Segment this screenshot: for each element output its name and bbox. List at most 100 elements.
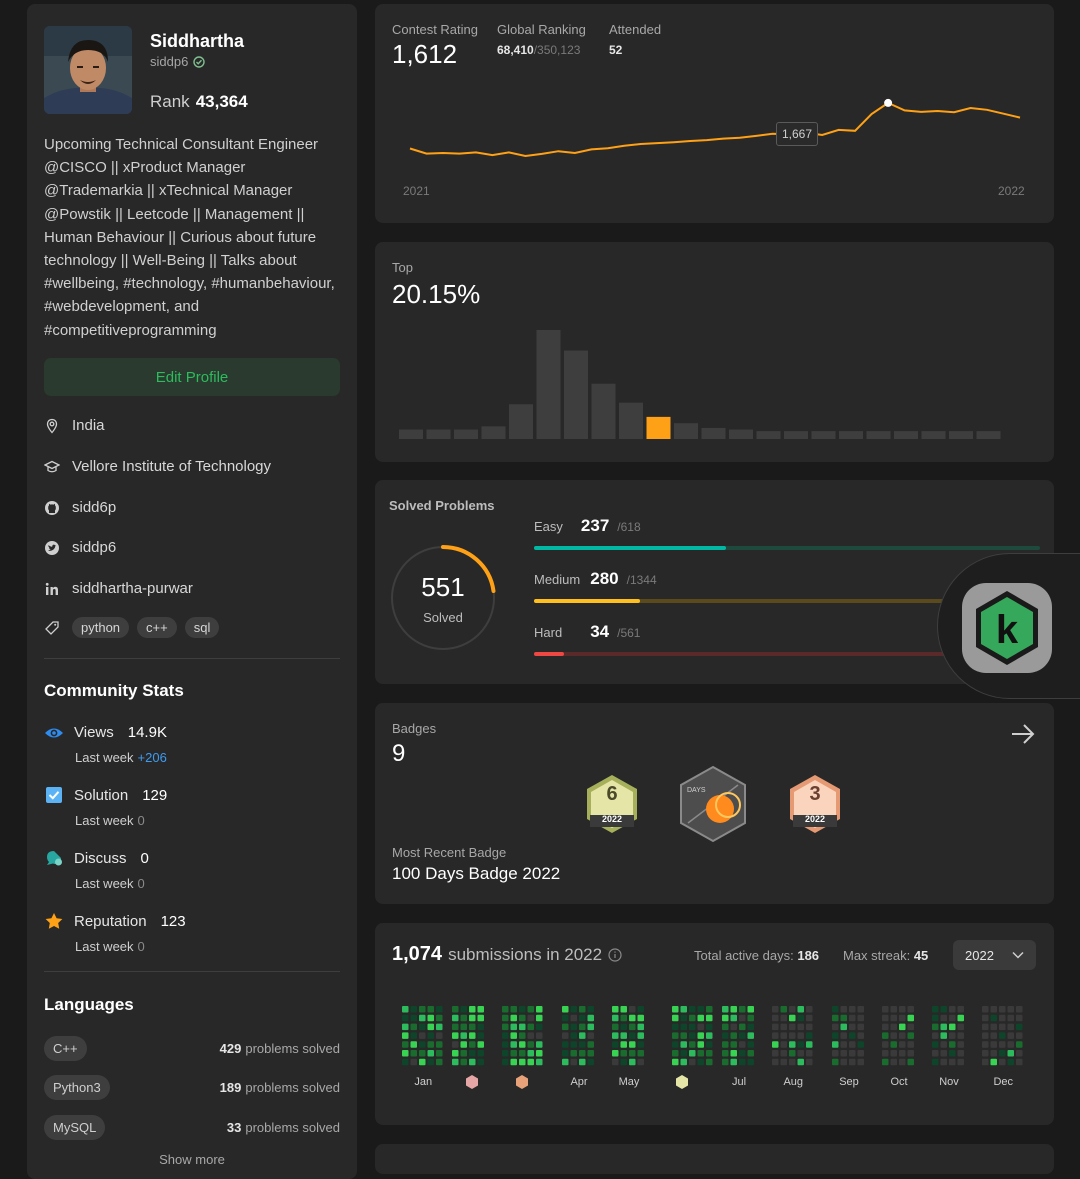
- badge-annual-6-icon[interactable]: [584, 773, 640, 835]
- heatmap-cell: [940, 1041, 947, 1048]
- heatmap-cell: [419, 1014, 426, 1022]
- rating-peak-point[interactable]: [884, 98, 893, 107]
- heatmap-cell: [1016, 1050, 1023, 1057]
- heatmap-cell: [899, 1050, 906, 1057]
- solution-value: 129: [142, 786, 168, 804]
- heatmap-cell: [772, 1006, 779, 1013]
- language-pill[interactable]: MySQL: [44, 1115, 106, 1140]
- badge-annual-3-icon[interactable]: [787, 773, 843, 835]
- star-icon: [45, 913, 63, 929]
- heatmap-cell: [680, 1006, 687, 1013]
- easy-total: /618: [617, 520, 641, 534]
- heatmap-cell: [587, 1050, 594, 1057]
- recent-badge-label: Most Recent Badge: [392, 845, 507, 860]
- heatmap-cell: [469, 1032, 476, 1039]
- heatmap-cell: [747, 1050, 754, 1057]
- heatmap-cell: [536, 1032, 543, 1039]
- heatmap-cell: [982, 1041, 989, 1048]
- k-app-icon[interactable]: k: [960, 581, 1054, 675]
- contest-rating-block: Contest Rating 1,612: [392, 22, 478, 70]
- heatmap-cell: [452, 1050, 459, 1057]
- skill-tag[interactable]: c++: [137, 617, 177, 638]
- skill-tag[interactable]: python: [72, 617, 130, 638]
- heatmap-cell: [789, 1041, 796, 1048]
- heatmap-cell: [849, 1006, 856, 1013]
- heatmap-cell: [579, 1041, 586, 1048]
- heatmap-cell: [797, 1006, 804, 1013]
- heatmap-cell: [402, 1050, 409, 1057]
- heatmap-cell: [1007, 1006, 1014, 1013]
- language-count: 189: [219, 1080, 242, 1095]
- stat-discuss: Discuss 0 Last week 0: [44, 849, 149, 891]
- heatmap-cell: [857, 1006, 864, 1013]
- hard-label: Hard: [534, 625, 563, 640]
- heatmap-cell: [890, 1014, 897, 1022]
- rating-distribution-chart[interactable]: [375, 242, 1054, 462]
- heatmap-cell: [722, 1006, 729, 1013]
- distribution-bar: [701, 427, 726, 439]
- heatmap-cell: [940, 1032, 947, 1039]
- month-label: Oct: [890, 1076, 907, 1088]
- arrow-right-icon[interactable]: [1010, 723, 1036, 745]
- distribution-bar: [729, 429, 753, 439]
- twitter-text[interactable]: siddp6: [72, 539, 117, 556]
- heatmap-cell: [402, 1032, 409, 1039]
- heatmap-cell: [562, 1050, 569, 1057]
- badge-3-year: 2022: [804, 814, 826, 824]
- heatmap-cell: [990, 1023, 997, 1031]
- skill-tag[interactable]: sql: [184, 617, 220, 638]
- rank-value: 43,364: [195, 92, 248, 111]
- global-ranking-value: 68,410: [497, 43, 534, 57]
- heatmap-cell: [932, 1006, 939, 1013]
- heatmap-cell: [469, 1014, 476, 1022]
- verified-icon: [193, 55, 206, 68]
- heatmap-cell: [502, 1023, 509, 1031]
- heatmap-cell: [637, 1058, 644, 1066]
- heatmap-cell: [849, 1032, 856, 1039]
- heatmap-cell: [840, 1014, 847, 1022]
- linkedin-text[interactable]: siddhartha-purwar: [72, 580, 193, 597]
- attended-value: 52: [609, 43, 623, 57]
- graduation-cap-icon: [44, 460, 60, 472]
- heatmap-cell: [612, 1050, 619, 1057]
- show-more-link[interactable]: Show more: [159, 1152, 225, 1167]
- linkedin-row[interactable]: siddhartha-purwar: [44, 580, 193, 597]
- github-row[interactable]: sidd6p: [44, 499, 116, 516]
- heatmap-cell: [519, 1058, 526, 1066]
- discuss-lastweek-label: Last week: [75, 876, 134, 891]
- global-ranking-label: Global Ranking: [497, 22, 586, 37]
- badge-100-days-icon[interactable]: [678, 765, 748, 843]
- heatmap-cell: [410, 1032, 417, 1039]
- info-icon[interactable]: [608, 947, 622, 962]
- avatar[interactable]: [44, 26, 132, 114]
- language-pill[interactable]: C++: [44, 1036, 87, 1061]
- views-label: Views: [74, 724, 114, 741]
- submission-heatmap[interactable]: Jan Apr May Jul Aug Sep Oct Nov Dec: [375, 923, 1054, 1125]
- next-card: [375, 1144, 1054, 1174]
- distribution-bar: [784, 431, 808, 439]
- rating-line-chart[interactable]: [375, 4, 1054, 223]
- heatmap-cell: [672, 1050, 679, 1057]
- global-ranking-block: Global Ranking 68,410/350,123: [497, 22, 586, 57]
- github-text[interactable]: sidd6p: [72, 499, 117, 516]
- language-pill[interactable]: Python3: [44, 1075, 110, 1100]
- heatmap-cell: [999, 1050, 1006, 1057]
- heatmap-cell: [857, 1058, 864, 1066]
- heatmap-cell: [436, 1006, 443, 1013]
- edit-profile-button[interactable]: Edit Profile: [44, 358, 340, 396]
- heatmap-cell: [857, 1050, 864, 1057]
- active-days-label: Total active days:: [694, 948, 794, 963]
- twitter-row[interactable]: siddp6: [44, 539, 116, 556]
- year-dropdown[interactable]: 2022: [953, 940, 1036, 970]
- distribution-bar: [399, 429, 423, 439]
- heatmap-cell: [579, 1014, 586, 1022]
- heatmap-cell: [1016, 1058, 1023, 1066]
- heatmap-cell: [1016, 1041, 1023, 1048]
- solution-lastweek-value: 0: [137, 813, 145, 828]
- heatmap-cell: [620, 1014, 627, 1022]
- heatmap-cell: [570, 1006, 577, 1013]
- heatmap-cell: [739, 1041, 746, 1048]
- heatmap-cell: [706, 1058, 713, 1066]
- distribution-bar: [894, 431, 918, 439]
- heatmap-cell: [806, 1006, 813, 1013]
